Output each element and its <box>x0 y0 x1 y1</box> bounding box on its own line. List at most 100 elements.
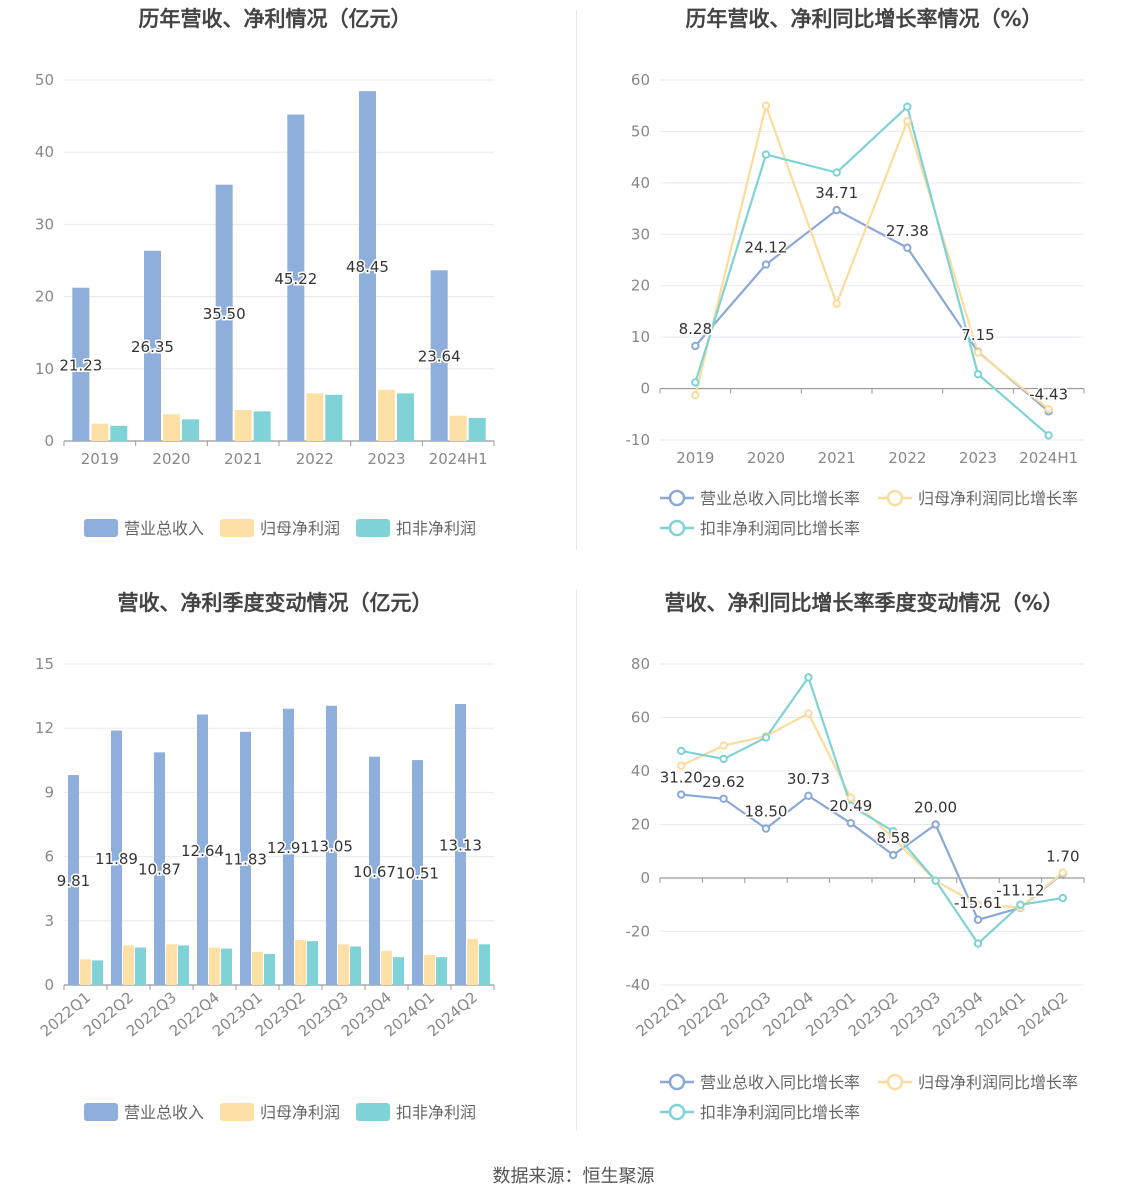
bar-revenue <box>369 756 380 985</box>
data-label: 21.23 <box>59 356 102 374</box>
line-point <box>1044 404 1053 414</box>
y-tick-label: -20 <box>626 923 651 941</box>
y-tick-label: 0 <box>44 432 54 450</box>
y-tick-label: 0 <box>640 869 650 887</box>
data-label: 13.05 <box>310 837 353 855</box>
y-tick-label: 12 <box>35 719 54 737</box>
x-tick-label: 2020 <box>747 449 785 467</box>
legend-label: 营业总收入同比增长率 <box>700 489 860 508</box>
data-label: 26.35 <box>131 338 174 356</box>
bar-revenue <box>326 705 337 985</box>
line-point <box>804 791 813 800</box>
legend-label: 扣非净利润 <box>396 1103 476 1122</box>
bar-parent-profit <box>80 959 91 985</box>
legend-label: 扣非净利润同比增长率 <box>700 519 860 538</box>
y-tick-label: -40 <box>626 976 651 994</box>
bar-parent-profit <box>166 944 177 985</box>
y-tick-label: 3 <box>44 912 54 930</box>
bar-revenue <box>68 775 79 985</box>
bar-deducted-profit <box>350 946 361 985</box>
legend-label: 归母净利润同比增长率 <box>918 1073 1078 1092</box>
line-point <box>832 299 841 308</box>
y-tick-label: 6 <box>44 848 54 866</box>
bar-parent-profit <box>338 944 349 985</box>
x-tick-label: 2019 <box>81 450 119 468</box>
bar-revenue <box>287 114 305 441</box>
line-point <box>719 794 728 803</box>
chart-title: 营收、净利同比增长率季度变动情况（%） <box>664 591 1063 615</box>
y-tick-label: 40 <box>631 174 650 192</box>
y-tick-label: 20 <box>631 816 650 834</box>
legend-marker <box>668 1103 686 1121</box>
line-point <box>691 378 700 387</box>
x-tick-label: 2024H1 <box>429 450 488 468</box>
data-label: 18.50 <box>745 803 788 821</box>
y-tick-label: 30 <box>35 215 54 233</box>
line-point <box>973 900 983 909</box>
line-point <box>761 101 771 110</box>
bar-revenue <box>197 714 208 985</box>
x-tick-label: 2019 <box>676 449 714 467</box>
legend-swatch <box>84 519 118 537</box>
y-tick-label: 50 <box>35 71 54 89</box>
data-label: 1.70 <box>1046 847 1079 865</box>
data-label: 34.71 <box>815 184 858 202</box>
chart-title: 营收、净利季度变动情况（亿元） <box>118 591 433 615</box>
bar-deducted-profit <box>436 957 447 985</box>
bar-revenue <box>72 287 90 441</box>
data-label: 13.13 <box>439 837 482 855</box>
bar-parent-profit <box>234 409 252 441</box>
bar-deducted-profit <box>468 417 486 441</box>
bar-revenue <box>359 91 376 441</box>
panel-divider-top <box>576 10 577 550</box>
legend-label: 归母净利润 <box>260 519 340 538</box>
bar-parent-profit <box>252 951 263 985</box>
data-label: 11.83 <box>224 850 267 868</box>
bar-deducted-profit <box>393 957 404 985</box>
chart-title: 历年营收、净利情况（亿元） <box>139 7 412 31</box>
legend-swatch <box>356 519 390 537</box>
line-point <box>719 754 728 764</box>
bar-deducted-profit <box>92 960 103 985</box>
panel-divider-bottom <box>576 590 577 1130</box>
data-label: 48.45 <box>346 258 389 276</box>
bar-revenue <box>144 250 161 441</box>
line-point <box>691 391 700 400</box>
legend-marker <box>668 489 686 507</box>
x-tick-label: 2023 <box>959 449 997 467</box>
quarterly-growth-chart: 营收、净利同比增长率季度变动情况（%） -40 -20 0 20 40 60 80 2022Q1… <box>574 584 1147 1168</box>
bar-parent-profit <box>123 945 134 985</box>
legend-swatch <box>356 1103 390 1121</box>
y-tick-label: 20 <box>35 288 54 306</box>
y-tick-label: 9 <box>44 783 54 801</box>
data-label: 7.15 <box>961 326 994 344</box>
line-point <box>832 168 841 177</box>
quarterly-growth-svg: 营收、净利同比增长率季度变动情况（%）-40-200204060802022Q1… <box>626 591 1085 1122</box>
y-tick-label: 60 <box>631 709 650 727</box>
bar-deducted-profit <box>397 393 414 441</box>
y-tick-label: 10 <box>35 360 54 378</box>
line-point <box>973 915 983 924</box>
bar-deducted-profit <box>178 945 189 985</box>
data-label: 23.64 <box>418 348 461 366</box>
data-label: 12.91 <box>267 839 310 857</box>
x-tick-label: 2021 <box>818 449 856 467</box>
data-label: -15.61 <box>954 894 1002 912</box>
line-point <box>761 733 771 742</box>
bar-deducted-profit <box>182 419 199 441</box>
x-tick-label: 2021 <box>224 450 262 468</box>
chart-title: 历年营收、净利同比增长率情况（%） <box>685 7 1042 31</box>
bar-parent-profit <box>449 415 467 441</box>
quarterly-revenue-profit-svg: 营收、净利季度变动情况（亿元）036912152022Q12022Q22022Q… <box>35 591 495 1122</box>
bar-parent-profit <box>378 389 395 441</box>
legend-label: 归母净利润 <box>260 1103 340 1122</box>
line-point <box>761 150 771 159</box>
data-label: 45.22 <box>274 270 317 288</box>
line-point <box>677 790 686 799</box>
bar-deducted-profit <box>307 941 318 985</box>
bar-revenue <box>283 708 294 985</box>
y-tick-label: 60 <box>631 71 650 89</box>
data-label: 8.28 <box>679 320 712 338</box>
bar-revenue <box>412 760 423 985</box>
line-point <box>719 741 728 750</box>
